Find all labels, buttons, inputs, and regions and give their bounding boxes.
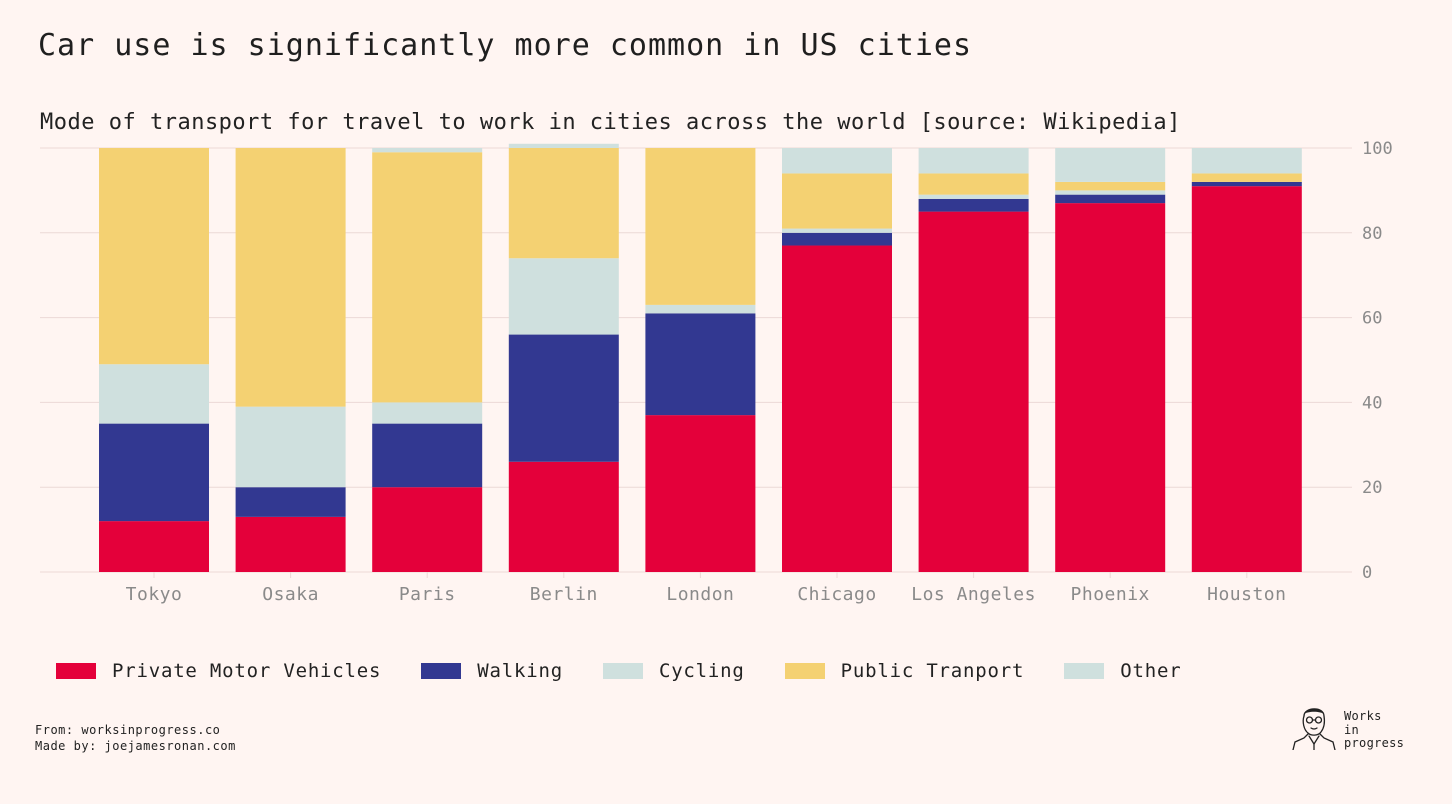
works-in-progress-logo: Works in progress bbox=[1292, 704, 1404, 751]
legend-swatch-private-motor-vehicles bbox=[56, 663, 96, 679]
bar-houston-other bbox=[1191, 148, 1302, 174]
bar-tokyo-public-tranport bbox=[99, 148, 209, 365]
x-tick-label-tokyo: Tokyo bbox=[126, 584, 183, 605]
legend-label-private-motor-vehicles: Private Motor Vehicles bbox=[112, 660, 382, 682]
bar-london-walking bbox=[645, 313, 756, 416]
legend-swatch-other bbox=[1064, 663, 1105, 679]
chart-title: Car use is significantly more common in … bbox=[38, 28, 973, 63]
logo-text-in: in bbox=[1344, 722, 1360, 737]
bar-berlin-private-motor-vehicles bbox=[508, 461, 619, 572]
x-tick-label-houston: Houston bbox=[1207, 584, 1286, 605]
bar-tokyo-cycling bbox=[99, 364, 209, 424]
legend-item-private-motor-vehicles: Private Motor Vehicles bbox=[56, 660, 381, 682]
x-tick-label-phoenix: Phoenix bbox=[1071, 584, 1150, 605]
logo-text-works: Works bbox=[1344, 709, 1382, 723]
y-tick-label: 0 bbox=[1362, 563, 1372, 583]
bar-paris-private-motor-vehicles bbox=[372, 487, 483, 572]
y-tick-label: 80 bbox=[1362, 224, 1382, 244]
logo-text-progress: progress bbox=[1344, 736, 1405, 750]
bar-chicago-public-tranport bbox=[782, 173, 892, 229]
legend-label-public-transport: Public Tranport bbox=[840, 660, 1025, 682]
legend-swatch-walking bbox=[421, 663, 462, 679]
bar-berlin-cycling bbox=[508, 258, 619, 335]
bar-houston-public-tranport bbox=[1191, 173, 1302, 182]
legend-item-public-transport: Public Tranport bbox=[784, 660, 1025, 682]
bar-los-angeles-cycling bbox=[918, 194, 1029, 199]
bar-paris-walking bbox=[372, 423, 483, 488]
bar-phoenix-public-tranport bbox=[1055, 181, 1166, 191]
bar-los-angeles-other bbox=[918, 148, 1029, 174]
bar-chicago-walking bbox=[782, 232, 892, 246]
x-tick-label-chicago: Chicago bbox=[797, 584, 876, 605]
x-tick-label-los-angeles: Los Angeles bbox=[911, 584, 1036, 605]
y-tick-label: 60 bbox=[1362, 309, 1382, 329]
bar-london-private-motor-vehicles bbox=[645, 415, 756, 572]
bar-osaka-private-motor-vehicles bbox=[235, 516, 346, 572]
x-tick-label-berlin: Berlin bbox=[530, 584, 598, 605]
legend-item-cycling: Cycling bbox=[602, 660, 745, 682]
bar-phoenix-walking bbox=[1055, 194, 1166, 204]
x-tick-label-osaka: Osaka bbox=[262, 584, 319, 605]
bar-chicago-private-motor-vehicles bbox=[782, 245, 892, 572]
bar-paris-cycling bbox=[372, 402, 483, 424]
bar-los-angeles-public-tranport bbox=[918, 173, 1029, 195]
bar-tokyo-private-motor-vehicles bbox=[99, 521, 209, 572]
bar-los-angeles-private-motor-vehicles bbox=[918, 211, 1029, 572]
bar-los-angeles-walking bbox=[918, 198, 1029, 212]
bar-paris-public-tranport bbox=[372, 152, 483, 403]
chart-legend: Private Motor Vehicles Walking Cycling P… bbox=[56, 660, 1221, 682]
legend-label-other: Other bbox=[1120, 660, 1182, 682]
bar-osaka-walking bbox=[235, 487, 346, 517]
y-tick-label: 20 bbox=[1362, 478, 1382, 498]
legend-swatch-cycling bbox=[602, 663, 643, 679]
bar-chicago-cycling bbox=[782, 228, 892, 233]
legend-item-other: Other bbox=[1064, 660, 1181, 682]
legend-item-walking: Walking bbox=[421, 660, 563, 682]
portrait-logo-icon bbox=[1292, 708, 1336, 750]
bar-osaka-public-tranport bbox=[235, 148, 346, 407]
bar-osaka-cycling bbox=[235, 406, 346, 488]
bar-london-cycling bbox=[645, 304, 756, 314]
x-tick-label-paris: Paris bbox=[399, 584, 456, 605]
chart-subtitle: Mode of transport for travel to work in … bbox=[40, 110, 1181, 135]
y-tick-label: 100 bbox=[1362, 139, 1393, 159]
bar-phoenix-other bbox=[1055, 148, 1166, 182]
bar-chicago-other bbox=[782, 148, 892, 174]
legend-label-walking: Walking bbox=[477, 660, 563, 682]
legend-swatch-public-transport bbox=[784, 663, 825, 679]
bar-phoenix-private-motor-vehicles bbox=[1055, 203, 1166, 572]
footer-credits: From: worksinprogress.co Made by: joejam… bbox=[35, 722, 236, 754]
bar-berlin-walking bbox=[508, 334, 619, 462]
footer-author: Made by: joejamesronan.com bbox=[35, 739, 236, 753]
bar-paris-other bbox=[372, 148, 483, 153]
y-tick-label: 40 bbox=[1362, 393, 1382, 413]
x-tick-label-london: London bbox=[666, 584, 734, 605]
bar-berlin-public-tranport bbox=[508, 148, 619, 259]
bar-berlin-other bbox=[508, 143, 619, 148]
bar-houston-walking bbox=[1191, 181, 1302, 187]
bar-london-public-tranport bbox=[645, 148, 756, 305]
bar-houston-private-motor-vehicles bbox=[1191, 186, 1302, 572]
logo-text: Works in progress bbox=[1344, 709, 1405, 751]
bar-tokyo-walking bbox=[99, 423, 209, 522]
stacked-bar-chart: 0 20 40 60 80 100 Tokyo Osaka Paris Berlin London C… bbox=[40, 139, 1393, 605]
bar-phoenix-cycling bbox=[1055, 190, 1166, 195]
legend-label-cycling: Cycling bbox=[658, 660, 745, 682]
footer-source: From: worksinprogress.co bbox=[35, 723, 221, 737]
